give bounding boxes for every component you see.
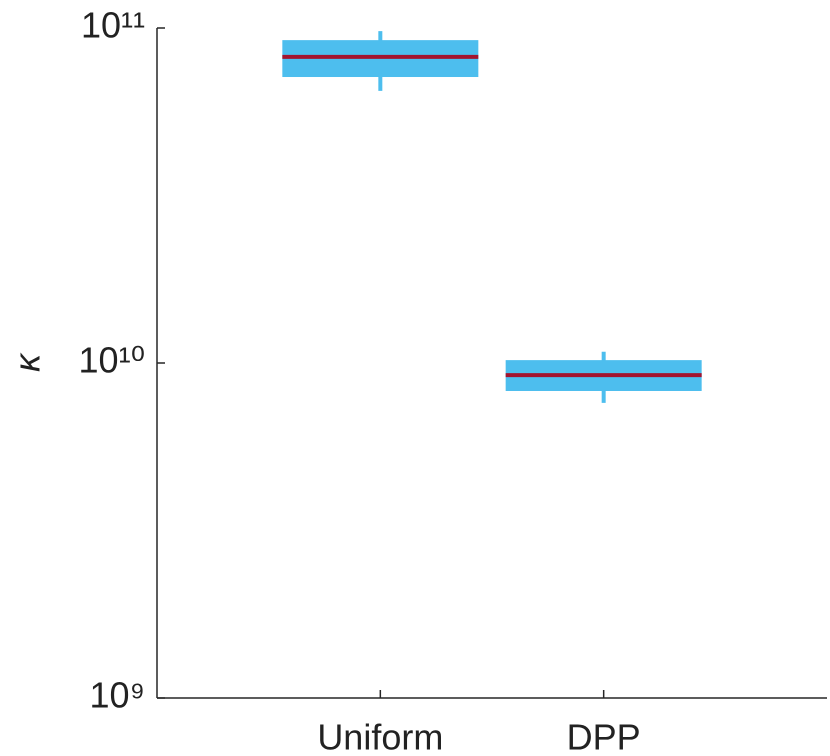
x-tick-label: DPP [567,717,641,756]
y-tick-label: 10¹¹ [81,5,145,46]
y-tick-label: 10¹⁰ [79,340,145,381]
y-tick-label: 10⁹ [90,675,145,716]
x-tick-label: Uniform [317,717,443,756]
y-axis-label: κ [7,352,48,372]
